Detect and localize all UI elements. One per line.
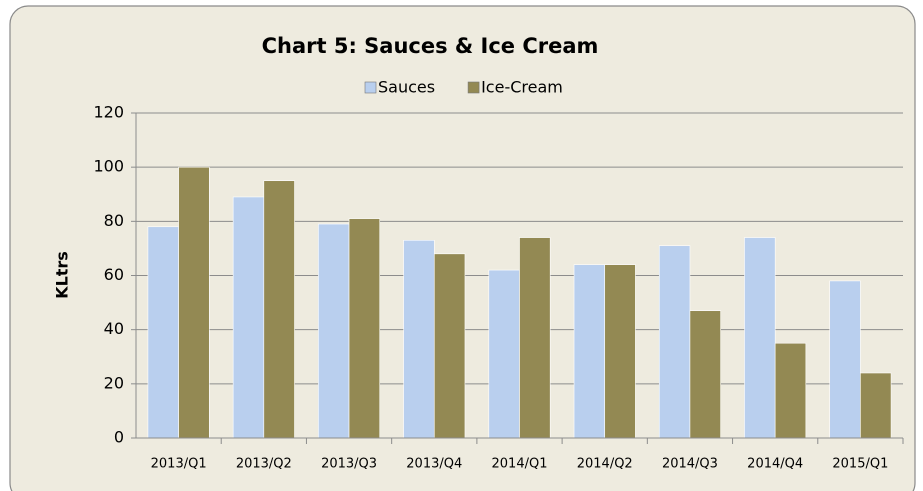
bar [860, 372, 892, 439]
bar [488, 269, 520, 439]
y-tick-label: 20 [104, 373, 124, 392]
legend-label: Sauces [378, 78, 435, 97]
legend-swatch [364, 81, 377, 94]
y-axis-label: KLtrs [53, 251, 72, 299]
bar [263, 180, 295, 439]
bar [689, 310, 721, 439]
y-tick-label: 0 [114, 428, 124, 447]
x-tick-label: 2013/Q3 [321, 457, 377, 472]
y-tick-label: 120 [93, 103, 124, 122]
y-tick-label: 40 [104, 319, 124, 338]
y-tick-label: 80 [104, 211, 124, 230]
legend-label: Ice-Cream [481, 78, 563, 97]
y-tick-label: 60 [104, 265, 124, 284]
bar [744, 237, 776, 439]
bar [658, 245, 691, 439]
bar [318, 223, 350, 439]
x-tick-label: 2014/Q3 [662, 457, 718, 472]
y-tick-label: 100 [93, 157, 124, 176]
bar [604, 264, 636, 439]
x-tick-label: 2014/Q2 [577, 457, 633, 472]
bar [403, 239, 435, 439]
chart-title: Chart 5: Sauces & Ice Cream [262, 34, 599, 58]
bar [519, 237, 551, 439]
bar [774, 342, 807, 439]
x-tick-label: 2013/Q4 [406, 457, 462, 472]
legend-swatch [467, 81, 480, 94]
x-tick-label: 2014/Q1 [492, 457, 548, 472]
bar [232, 196, 265, 439]
x-tick-label: 2013/Q1 [151, 457, 207, 472]
x-tick-label: 2015/Q1 [832, 457, 888, 472]
x-tick-label: 2013/Q2 [236, 457, 292, 472]
x-tick-label: 2014/Q4 [747, 457, 803, 472]
bar [348, 218, 381, 439]
bar [573, 264, 606, 439]
bar [178, 166, 210, 439]
bar [147, 226, 179, 439]
bar [433, 253, 466, 439]
bar [829, 280, 861, 439]
